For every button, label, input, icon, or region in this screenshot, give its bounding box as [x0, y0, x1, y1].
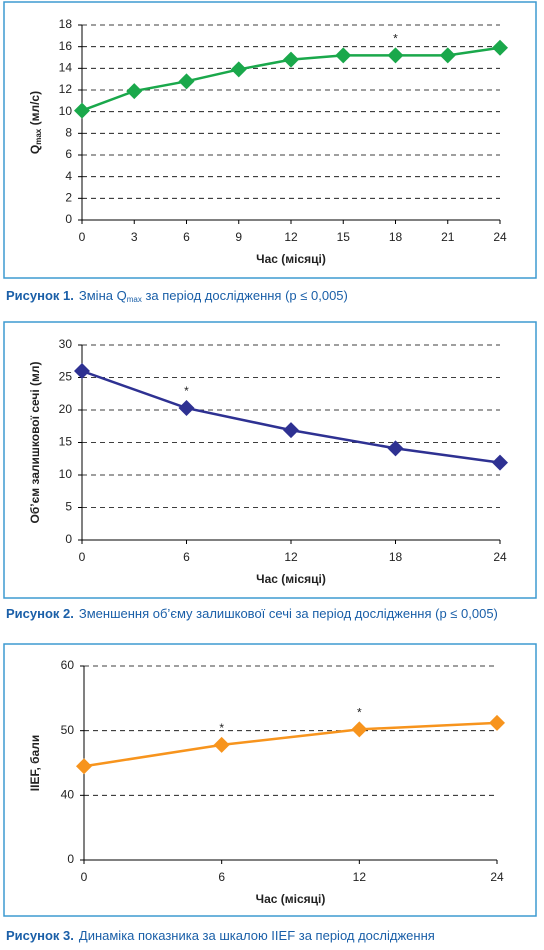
data-point [335, 47, 352, 64]
x-tick-label: 6 [183, 230, 190, 244]
y-axis-label: Об’єм залишкової сечі (мл) [28, 361, 42, 523]
y-tick-label: 10 [59, 104, 73, 118]
y-axis-label-part: Q [28, 145, 42, 154]
caption-text: за період дослідження (p ≤ 0,005) [142, 288, 348, 303]
caption-label: Рисунок 1. [6, 288, 74, 303]
caption: Рисунок 1. Зміна Qmax за період досліджен… [6, 288, 348, 304]
x-tick-label: 12 [353, 870, 367, 884]
caption: Рисунок 2. Зменшення об’єму залишкової се… [6, 606, 498, 621]
x-tick-label: 6 [218, 870, 225, 884]
caption-text: max [127, 295, 142, 304]
y-tick-label: 10 [59, 467, 73, 481]
data-point [439, 47, 456, 64]
x-tick-label: 24 [493, 550, 507, 564]
data-point [351, 721, 368, 738]
y-tick-label: 0 [65, 212, 72, 226]
y-tick-label: 60 [61, 658, 75, 672]
series-line [81, 369, 501, 464]
x-tick-label: 12 [284, 550, 298, 564]
x-tick-label: 18 [389, 230, 403, 244]
data-point [492, 39, 508, 56]
data-point [213, 736, 230, 753]
y-tick-label: 12 [59, 82, 73, 96]
caption-text: Зміна Q [79, 288, 127, 303]
y-tick-label: 5 [65, 500, 72, 514]
y-tick-label: 15 [59, 435, 73, 449]
data-point [74, 363, 90, 379]
x-axis-label: Час (місяці) [256, 252, 326, 266]
chart-frame [3, 1, 537, 279]
annotation: * [184, 384, 189, 398]
annotation: * [393, 32, 398, 46]
data-point [178, 400, 195, 417]
y-tick-label: 40 [61, 788, 75, 802]
y-axis-label-part: max [34, 128, 43, 145]
x-axis-label: Час (місяці) [256, 572, 326, 586]
y-tick-label: 50 [61, 723, 75, 737]
x-tick-label: 24 [493, 230, 507, 244]
x-tick-label: 15 [337, 230, 351, 244]
caption-label: Рисунок 2. [6, 606, 74, 621]
data-point [230, 61, 247, 78]
y-axis-label-part: (мл/с) [28, 91, 42, 129]
data-point [178, 73, 195, 90]
x-tick-label: 6 [183, 550, 190, 564]
series-line [83, 721, 498, 768]
y-tick-label: 25 [59, 370, 73, 384]
y-tick-label: 30 [59, 337, 73, 351]
caption-label: Рисунок 3. [6, 928, 74, 943]
y-tick-label: 8 [65, 126, 72, 140]
x-axis-label: Час (місяці) [256, 892, 326, 906]
chart-frame [3, 321, 537, 599]
chart: 0 5 10 15 20 25 30 0 6 12 18 24 Час (місяці) Об’єм за… [3, 321, 537, 621]
annotation: * [357, 706, 362, 720]
caption-text: Зменшення об’єму залишкової сечі за пері… [79, 606, 498, 621]
y-tick-label: 16 [59, 39, 73, 53]
chart: 0 40 50 60 0 6 12 24 Час (місяці) IIEF, бали * * Рис… [3, 643, 537, 943]
y-axis-label: IIEF, бали [28, 735, 42, 791]
data-point [74, 102, 90, 119]
y-tick-label: 0 [67, 852, 74, 866]
y-tick-label: 6 [65, 147, 72, 161]
x-tick-label: 0 [79, 550, 86, 564]
y-axis-label: Qmax (мл/с) [28, 91, 43, 154]
data-point [283, 51, 299, 68]
y-tick-label: 20 [59, 402, 73, 416]
caption: Рисунок 3. Динаміка показника за шкалою I… [6, 928, 435, 943]
data-point [283, 422, 299, 439]
x-tick-label: 0 [81, 870, 88, 884]
chart-frame [3, 643, 537, 917]
data-point [126, 83, 143, 100]
y-axis-label-part: IIEF, бали [28, 735, 42, 791]
x-tick-label: 12 [284, 230, 298, 244]
y-tick-label: 2 [65, 191, 72, 205]
x-tick-label: 21 [441, 230, 455, 244]
y-tick-label: 18 [59, 17, 73, 31]
y-tick-label: 0 [65, 532, 72, 546]
caption-text: Динаміка показника за шкалою IIEF за пер… [79, 928, 435, 943]
x-tick-label: 3 [131, 230, 138, 244]
x-tick-label: 24 [490, 870, 504, 884]
x-tick-label: 0 [79, 230, 86, 244]
x-tick-label: 9 [235, 230, 242, 244]
data-point [387, 440, 404, 457]
y-tick-label: 4 [65, 169, 72, 183]
annotation: * [219, 721, 224, 735]
data-point [492, 454, 508, 471]
data-point [489, 714, 505, 731]
y-tick-label: 14 [59, 61, 73, 75]
x-tick-label: 18 [389, 550, 403, 564]
data-point [387, 47, 404, 64]
y-axis-label-part: Об’єм залишкової сечі (мл) [28, 361, 42, 523]
data-point [76, 758, 92, 775]
